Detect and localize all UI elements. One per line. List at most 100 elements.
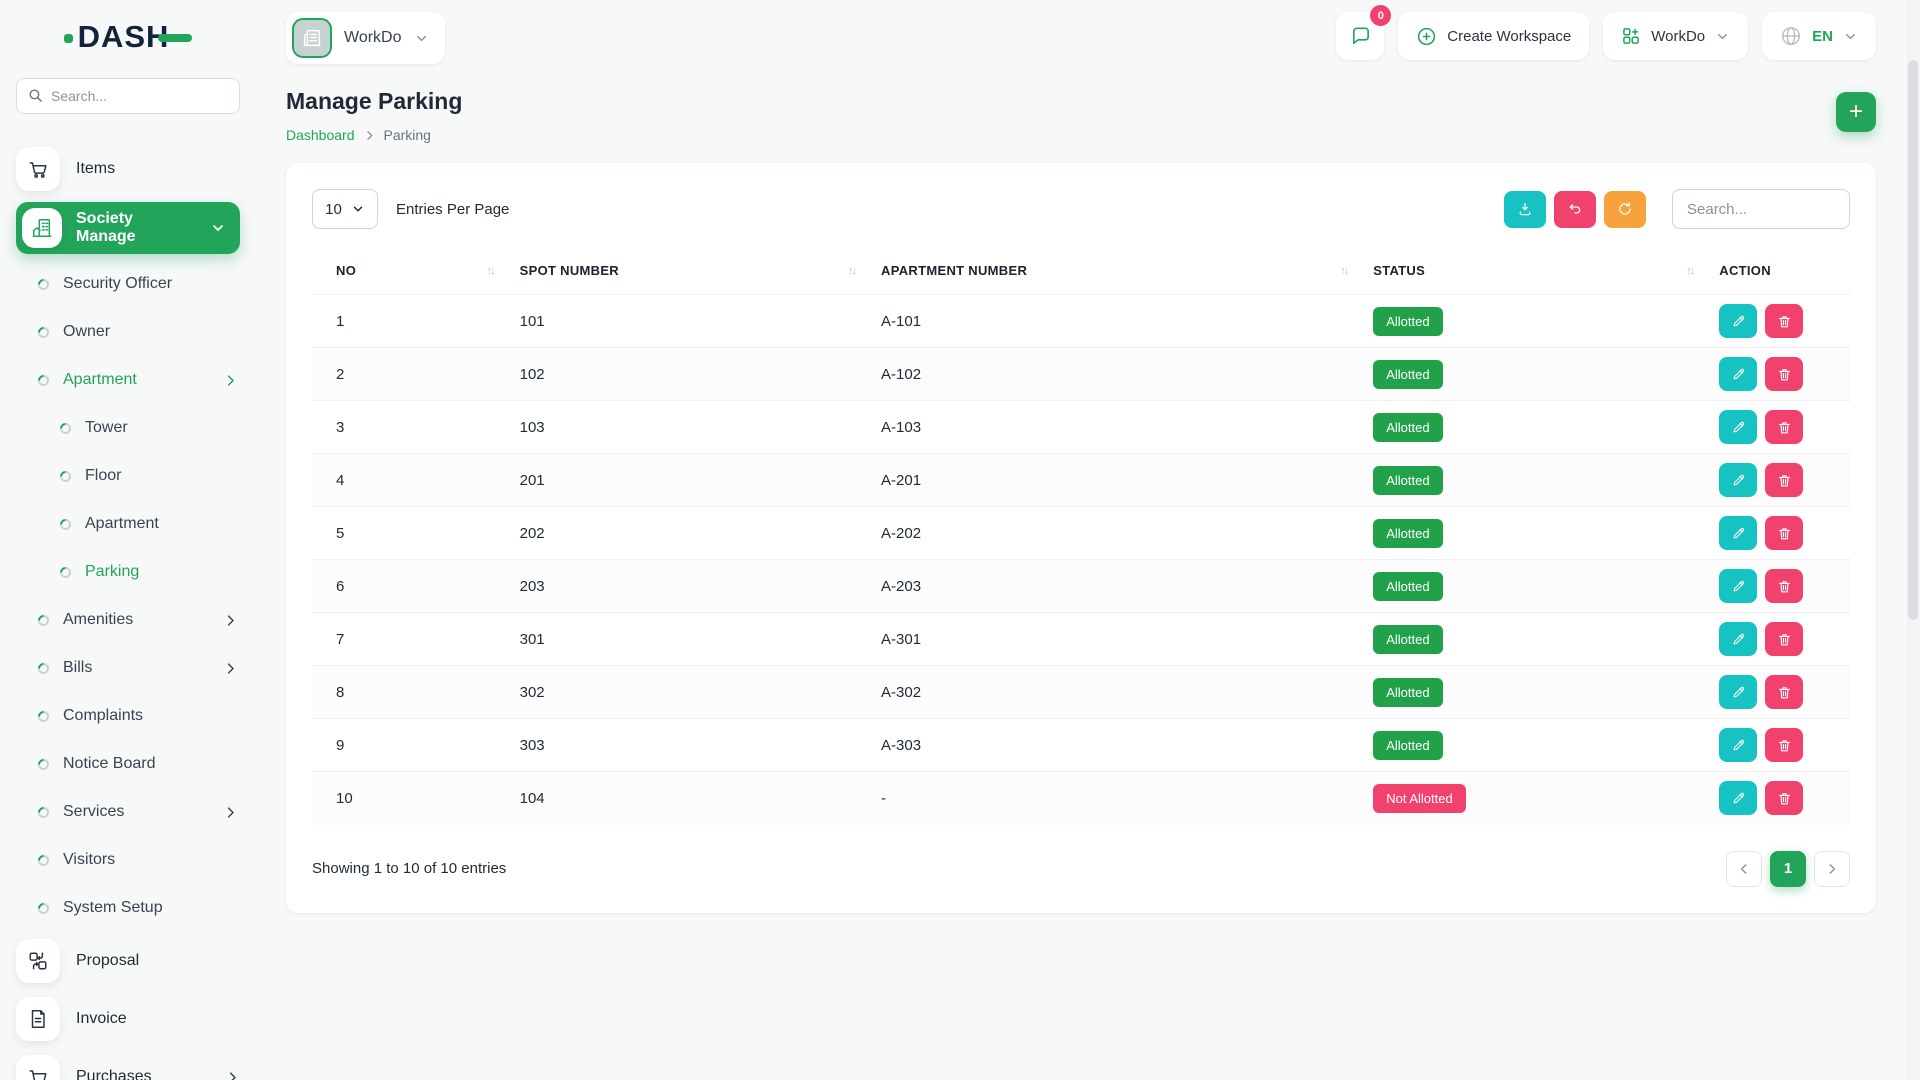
page-title: Manage Parking [286,88,463,114]
bullet-icon [35,372,52,388]
chevron-down-icon [1715,29,1730,44]
edit-button[interactable] [1719,728,1758,762]
refresh-button[interactable] [1604,190,1646,228]
bullet-icon [35,900,52,916]
sidebar-item-label: Visitors [63,851,116,868]
sidebar-item-items[interactable]: Items [16,140,240,198]
column-header-no[interactable]: NO ↑↓ [312,257,520,295]
sidebar-item-apartment[interactable]: Apartment [16,500,240,548]
invoice-icon [31,1010,45,1028]
delete-button[interactable] [1765,622,1804,656]
sidebar-item-invoice[interactable]: Invoice [16,990,240,1048]
delete-button[interactable] [1765,675,1804,709]
app-logo[interactable]: DASH [16,0,240,74]
table-row: 7 301 A-301 Allotted [312,612,1850,666]
sort-icon[interactable]: ↑↓ [1340,264,1349,277]
sidebar-item-services[interactable]: Services [16,788,240,836]
cell-status: Allotted [1373,506,1720,560]
edit-button[interactable] [1719,622,1758,656]
sidebar-item-system-setup[interactable]: System Setup [16,884,240,932]
edit-button[interactable] [1719,781,1758,816]
cell-apartment-number: A-103 [881,400,1374,454]
topbar-actions: 0 Create Workspace WorkDo [1336,5,1876,60]
reset-button[interactable] [1554,190,1596,228]
column-header-action[interactable]: ACTION [1719,257,1850,295]
sidebar-item-proposal[interactable]: Proposal [16,932,240,990]
workspace-selector[interactable]: WorkDo [286,12,445,64]
sort-icon[interactable]: ↑↓ [1686,264,1695,277]
delete-button[interactable] [1765,569,1804,603]
cell-no: 7 [312,612,520,666]
entries-summary: Showing 1 to 10 of 10 entries [312,860,507,877]
previous-page-button[interactable] [1726,850,1762,887]
edit-button[interactable] [1719,410,1758,444]
cell-no: 4 [312,453,520,507]
entries-per-page-select[interactable]: 10 [312,189,378,229]
bullet-icon [35,660,52,676]
sidebar-item-notice-board[interactable]: Notice Board [16,740,240,788]
column-header-apartment-number[interactable]: APARTMENT NUMBER ↑↓ [881,257,1373,295]
trash-icon [1778,739,1790,751]
delete-button[interactable] [1765,728,1804,762]
breadcrumb-dashboard-link[interactable]: Dashboard [286,127,355,143]
edit-button[interactable] [1719,675,1758,709]
status-badge: Allotted [1373,677,1443,707]
delete-button[interactable] [1765,781,1804,816]
page-scrollbar[interactable] [1906,0,1920,1080]
language-selector[interactable]: EN [1762,12,1876,60]
delete-button[interactable] [1765,357,1804,391]
sidebar-item-tower[interactable]: Tower [16,404,240,452]
delete-button[interactable] [1765,304,1804,338]
sidebar-item-society-manage[interactable]: Society Manage [16,202,240,254]
trash-icon [1778,368,1790,380]
edit-button[interactable] [1719,357,1758,391]
page-1-button[interactable]: 1 [1770,850,1806,887]
sidebar-item-floor[interactable]: Floor [16,452,240,500]
status-badge: Not Allotted [1373,783,1466,813]
sidebar-item-apartment[interactable]: Apartment [16,356,240,404]
next-page-button[interactable] [1814,850,1850,887]
pencil-icon [1733,421,1744,432]
parking-table: NO ↑↓ SPOT NUMBER ↑↓ APARTMENT NUMBER ↑↓… [312,257,1850,825]
delete-button[interactable] [1765,463,1804,497]
edit-button[interactable] [1719,516,1758,550]
add-parking-button[interactable]: + [1836,92,1876,132]
column-header-status[interactable]: STATUS ↑↓ [1373,257,1719,295]
delete-button[interactable] [1765,516,1804,550]
create-workspace-button[interactable]: Create Workspace [1398,12,1590,60]
bullet-icon [57,420,74,436]
sidebar-item-owner[interactable]: Owner [16,308,240,356]
column-header-spot-number[interactable]: SPOT NUMBER ↑↓ [520,257,881,295]
messages-button[interactable]: 0 [1336,5,1392,60]
sidebar-item-visitors[interactable]: Visitors [16,836,240,884]
sort-icon[interactable]: ↑↓ [848,264,857,277]
table-search-input[interactable] [1672,189,1850,229]
edit-button[interactable] [1719,463,1758,497]
cell-no: 10 [312,771,520,825]
sidebar-item-bills[interactable]: Bills [16,644,240,692]
scrollbar-thumb[interactable] [1908,60,1918,620]
sidebar-item-purchases[interactable]: Purchases [16,1048,240,1080]
trash-icon [1778,633,1790,645]
sidebar-item-security-officer[interactable]: Security Officer [16,260,240,308]
sidebar-item-complaints[interactable]: Complaints [16,692,240,740]
plus-icon: + [1848,98,1863,125]
edit-button[interactable] [1719,304,1758,338]
sidebar-item-label: Purchases [76,1068,152,1080]
table-row: 3 103 A-103 Allotted [312,400,1850,454]
workspace-switcher[interactable]: WorkDo [1603,12,1749,60]
workspace-avatar [292,18,332,58]
sidebar-search-input[interactable] [16,78,240,114]
language-code: EN [1812,27,1833,45]
edit-button[interactable] [1719,569,1758,603]
bullet-icon [35,804,52,820]
delete-button[interactable] [1765,410,1804,444]
sidebar-item-amenities[interactable]: Amenities [16,596,240,644]
sort-icon[interactable]: ↑↓ [486,264,496,277]
cell-status: Not Allotted [1373,771,1720,825]
sidebar-item-parking[interactable]: Parking [16,548,240,596]
chevron-left-icon [1740,863,1747,874]
sidebar-item-label: Tower [85,419,128,436]
status-badge: Allotted [1373,359,1443,389]
export-button[interactable] [1504,190,1546,228]
